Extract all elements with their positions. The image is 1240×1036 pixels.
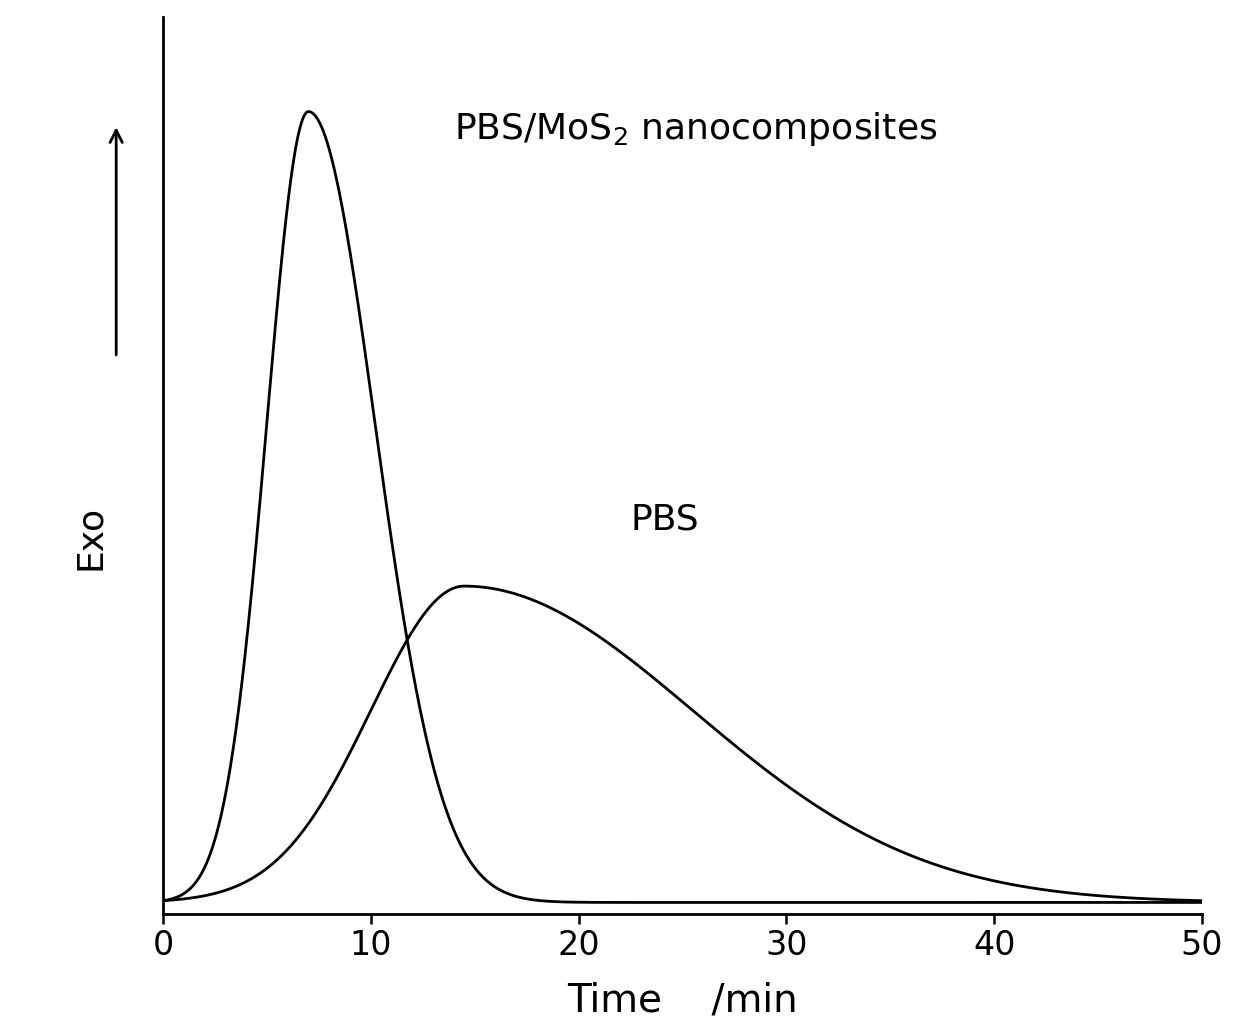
Text: PBS/MoS$_2$ nanocomposites: PBS/MoS$_2$ nanocomposites xyxy=(454,110,937,148)
X-axis label: Time    /min: Time /min xyxy=(567,981,797,1019)
Text: Exo: Exo xyxy=(73,505,107,570)
Text: PBS: PBS xyxy=(631,502,699,537)
